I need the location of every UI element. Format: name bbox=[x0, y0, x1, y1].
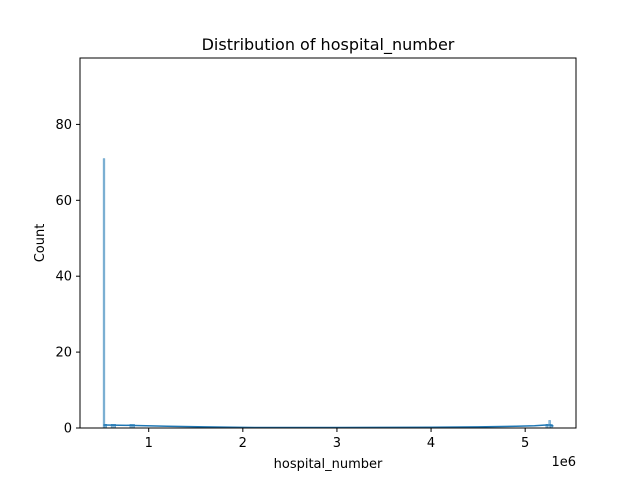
y-axis-label: Count bbox=[33, 224, 48, 263]
histogram-bar-5 bbox=[548, 420, 551, 429]
y-tick-label-4: 80 bbox=[55, 118, 72, 133]
chart-title: Distribution of hospital_number bbox=[202, 35, 455, 55]
x-tick-label-0: 1 bbox=[145, 436, 153, 451]
x-axis-label: hospital_number bbox=[274, 457, 383, 472]
y-tick-label-2: 40 bbox=[55, 270, 72, 285]
y-tick-label-1: 20 bbox=[55, 346, 72, 361]
histogram-bar-0 bbox=[102, 158, 106, 429]
plot-area bbox=[79, 57, 577, 429]
x-tick-label-2: 3 bbox=[333, 436, 341, 451]
x-tick-label-1: 2 bbox=[239, 436, 247, 451]
x-axis-offset-label: 1e6 bbox=[551, 455, 576, 470]
kde-curve bbox=[103, 424, 554, 429]
y-tick-label-3: 60 bbox=[55, 194, 72, 209]
y-tick-label-0: 0 bbox=[64, 422, 72, 437]
plot-frame bbox=[79, 57, 577, 429]
x-tick-label-3: 4 bbox=[427, 436, 435, 451]
x-tick-label-4: 5 bbox=[521, 436, 529, 451]
y-axis: 0 20 40 60 80 bbox=[55, 118, 80, 437]
x-axis: 1 2 3 4 5 bbox=[145, 428, 529, 451]
